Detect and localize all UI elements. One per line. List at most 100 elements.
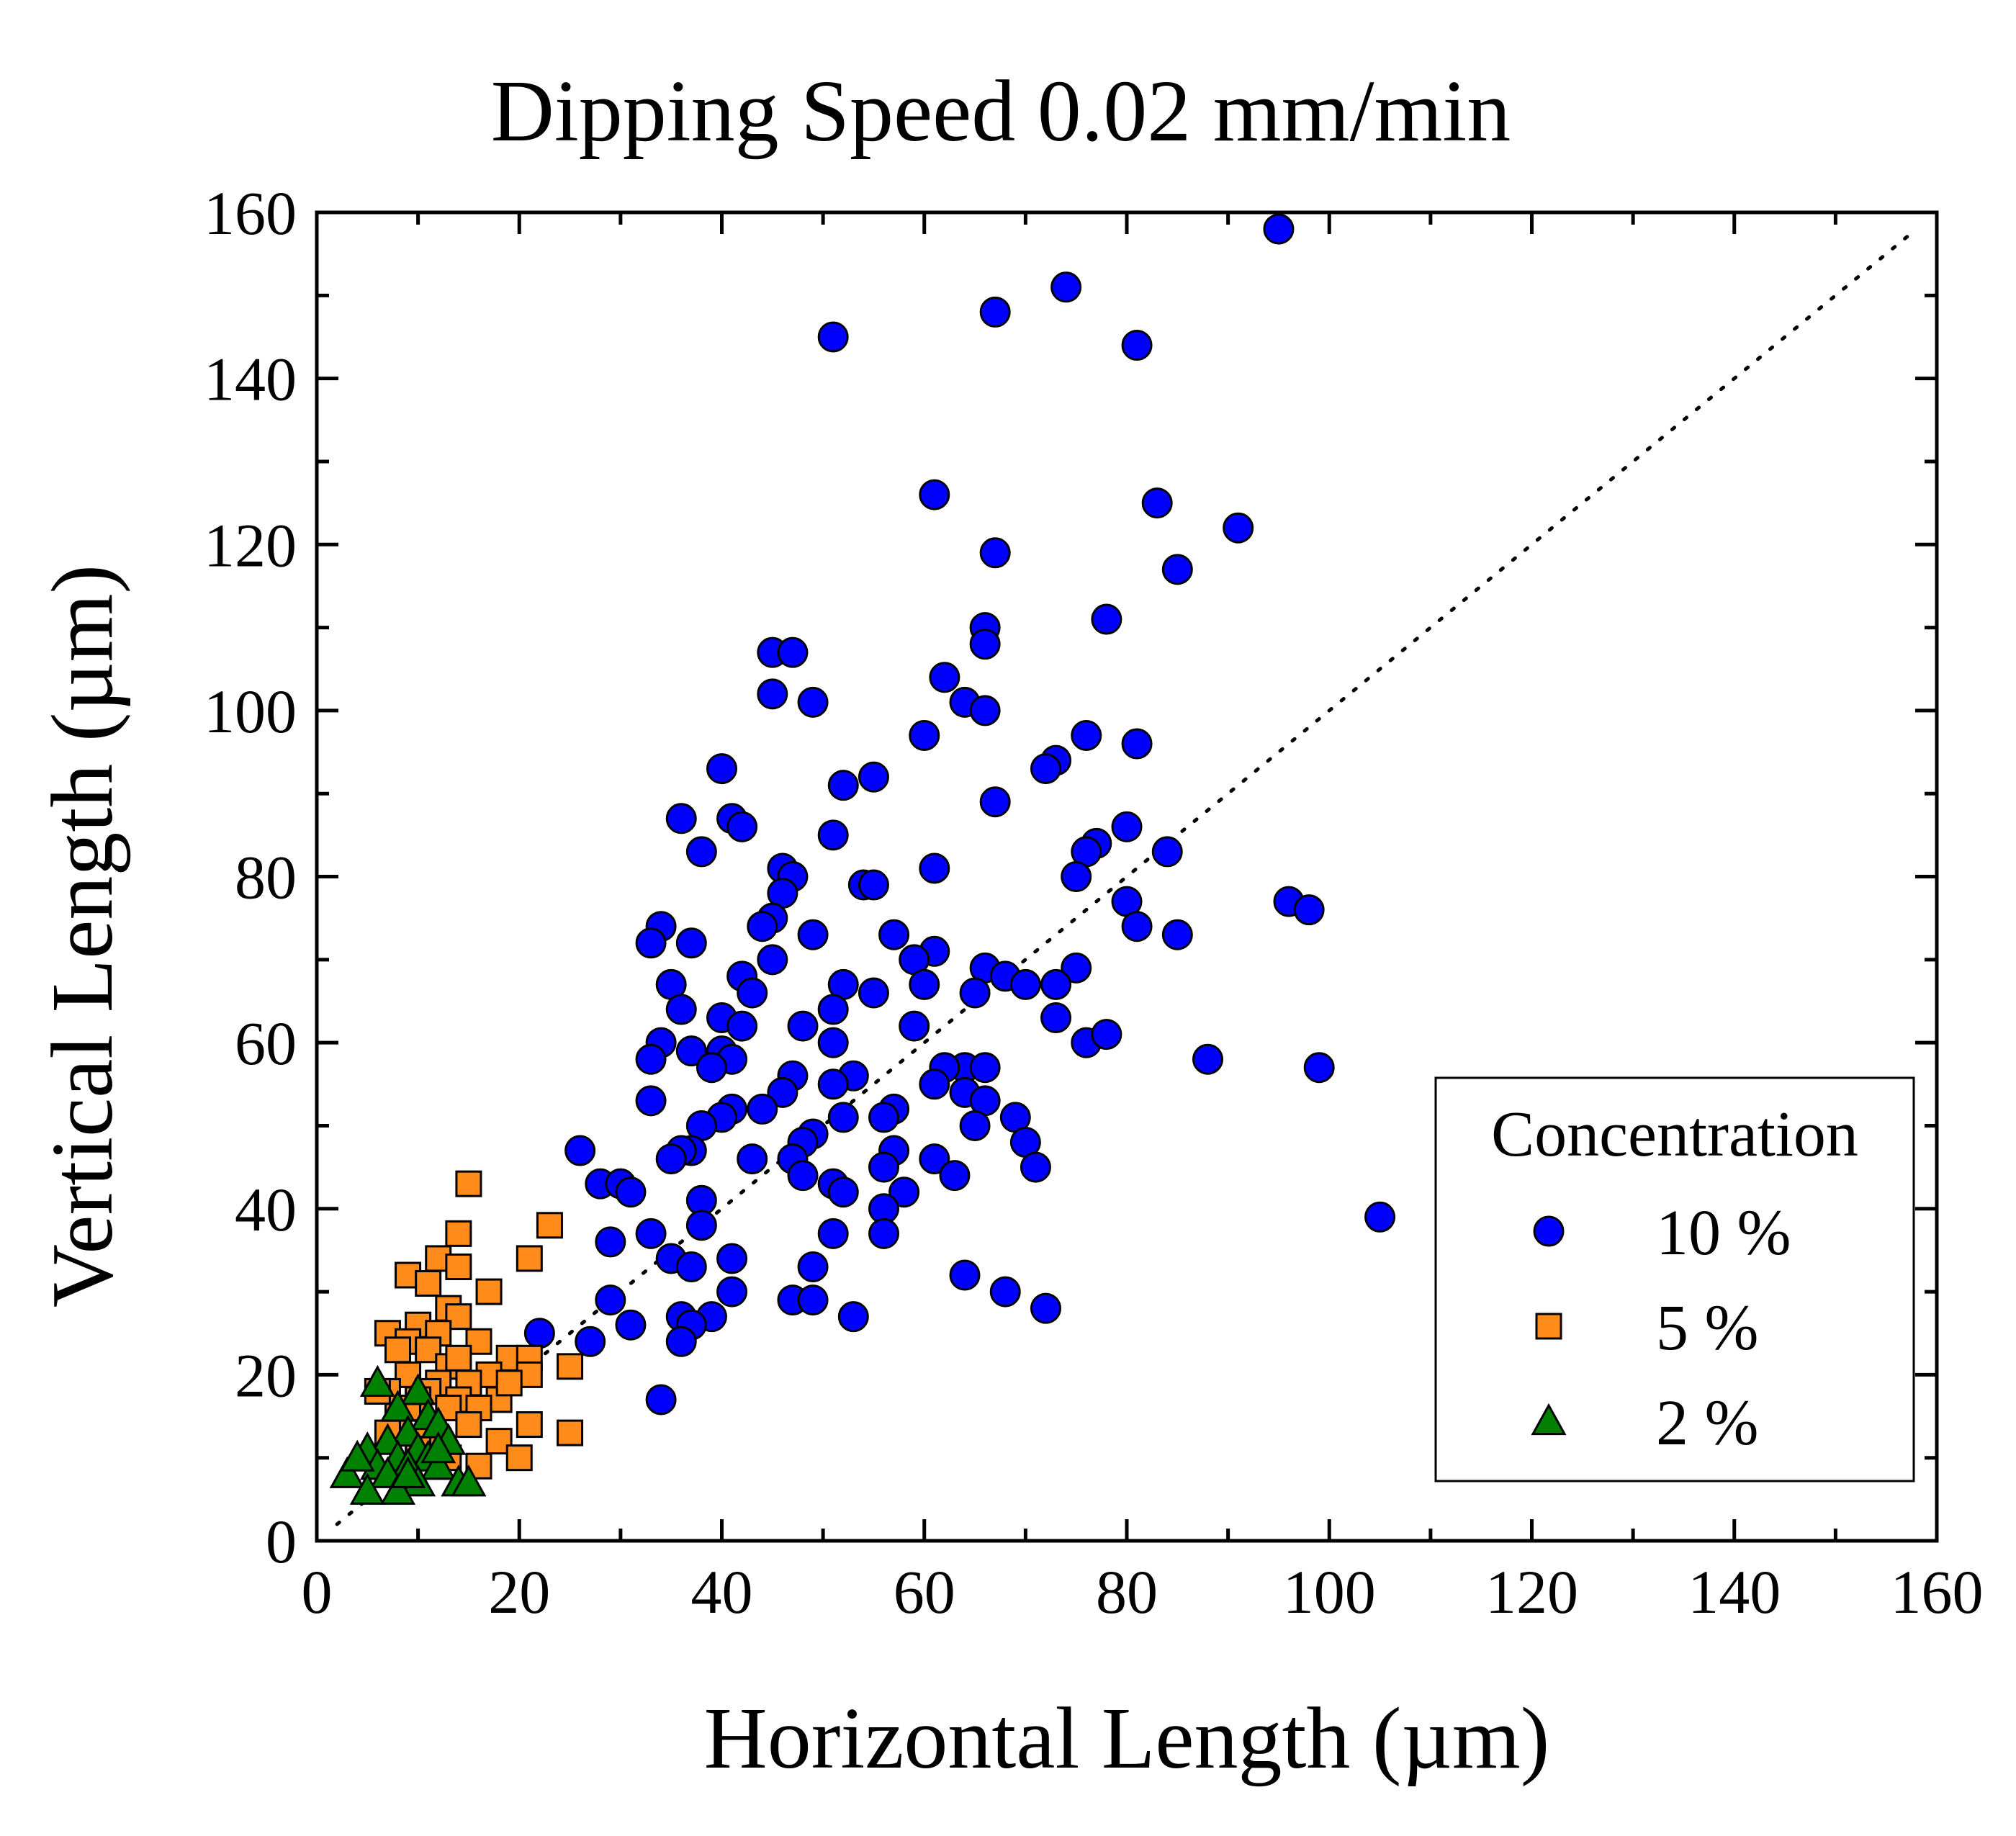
data-point-circle xyxy=(1061,861,1092,892)
data-point-circle xyxy=(1303,1052,1335,1084)
data-point-circle xyxy=(665,1326,697,1357)
data-point-circle xyxy=(979,537,1011,569)
data-point-triangle xyxy=(400,1373,436,1405)
data-point-circle xyxy=(595,1284,626,1316)
data-point-circle xyxy=(858,977,889,1009)
data-point-triangle xyxy=(379,1472,416,1505)
data-point-square xyxy=(557,1419,584,1446)
data-point-circle xyxy=(827,1102,859,1133)
data-point-circle xyxy=(1061,952,1092,984)
data-point-triangle xyxy=(349,1472,385,1505)
data-point-square xyxy=(557,1353,584,1380)
data-point-circle xyxy=(1020,1151,1051,1183)
data-point-circle xyxy=(969,629,1001,660)
data-point-square xyxy=(445,1344,472,1372)
x-tick-label: 0 xyxy=(302,1557,333,1626)
data-point-circle xyxy=(564,1135,596,1166)
y-axis-tick-labels: 0 20 40 60 80 100 120 140 160 xyxy=(204,179,297,1576)
data-point-circle xyxy=(737,1143,768,1175)
data-point-circle xyxy=(1111,811,1143,842)
data-point-circle xyxy=(635,1085,667,1117)
data-point-square xyxy=(475,1278,503,1305)
data-point-circle xyxy=(979,296,1011,328)
legend-label: 10 % xyxy=(1656,1197,1791,1269)
y-tick-label: 0 xyxy=(266,1507,297,1576)
data-point-circle xyxy=(969,695,1001,726)
x-tick-label: 120 xyxy=(1485,1557,1578,1626)
y-tick-label: 80 xyxy=(235,843,297,912)
data-point-circle xyxy=(747,1093,778,1125)
data-point-circle xyxy=(878,919,910,950)
data-point-circle xyxy=(827,770,859,801)
data-point-triangle xyxy=(420,1431,456,1464)
data-point-circle xyxy=(1050,271,1082,303)
data-point-circle xyxy=(777,636,809,668)
data-point-circle xyxy=(523,1318,555,1349)
data-point-circle xyxy=(595,1226,626,1258)
y-tick-label: 20 xyxy=(235,1341,297,1410)
data-point-circle xyxy=(939,1160,971,1192)
data-point-triangle xyxy=(390,1456,426,1488)
data-point-circle xyxy=(837,1301,869,1333)
x-tick-label: 80 xyxy=(1096,1557,1158,1626)
data-point-circle xyxy=(1121,911,1153,942)
legend-item: 10 % xyxy=(1533,1197,1791,1269)
data-point-circle xyxy=(1192,1043,1223,1075)
data-point-circle xyxy=(868,1102,899,1133)
data-point-circle xyxy=(797,686,829,718)
data-point-square xyxy=(445,1253,472,1280)
data-point-circle xyxy=(989,1276,1021,1308)
data-point-circle xyxy=(706,753,737,785)
data-point-circle xyxy=(665,994,697,1025)
data-point-triangle xyxy=(359,1364,395,1398)
data-point-circle xyxy=(1030,1292,1061,1324)
data-point-triangle xyxy=(329,1456,365,1488)
data-point-circle xyxy=(1263,213,1295,245)
data-point-circle xyxy=(888,1176,920,1208)
x-tick-label: 60 xyxy=(894,1557,955,1626)
data-point-square xyxy=(445,1220,472,1247)
y-tick-label: 40 xyxy=(235,1175,297,1244)
series-circle xyxy=(523,213,1396,1416)
data-point-circle xyxy=(716,1243,748,1274)
data-point-circle xyxy=(1009,968,1041,1000)
data-point-circle xyxy=(665,803,697,834)
data-point-circle xyxy=(817,1027,849,1058)
data-point-circle xyxy=(1364,1201,1396,1233)
data-point-circle xyxy=(797,1251,829,1282)
data-point-circle xyxy=(645,1384,677,1416)
data-point-circle xyxy=(575,1326,606,1357)
data-point-circle xyxy=(1040,1002,1072,1034)
data-point-triangle xyxy=(420,1448,456,1480)
data-point-square xyxy=(415,1336,442,1364)
data-point-circle xyxy=(797,919,829,950)
data-point-circle xyxy=(726,1010,758,1042)
data-point-square xyxy=(415,1270,442,1297)
legend-marker-square xyxy=(1535,1313,1562,1340)
data-point-circle xyxy=(817,1218,849,1249)
legend-label: 5 % xyxy=(1656,1292,1758,1364)
y-tick-label: 160 xyxy=(204,179,297,248)
data-point-circle xyxy=(1091,603,1122,635)
x-tick-label: 40 xyxy=(691,1557,753,1626)
data-point-circle xyxy=(675,1035,707,1067)
data-point-circle xyxy=(716,1276,748,1308)
data-point-circle xyxy=(635,927,667,959)
data-point-circle xyxy=(858,869,889,901)
data-point-square xyxy=(505,1444,533,1472)
data-point-circle xyxy=(909,968,940,1000)
y-tick-label: 140 xyxy=(204,345,297,414)
data-point-circle xyxy=(959,977,991,1009)
legend-item: 2 % xyxy=(1531,1387,1758,1459)
data-point-circle xyxy=(1121,330,1153,361)
x-tick-label: 140 xyxy=(1688,1557,1781,1626)
data-point-circle xyxy=(959,1110,991,1141)
data-point-circle xyxy=(1030,753,1061,785)
axis-ticks xyxy=(315,210,1939,1543)
data-point-circle xyxy=(757,678,788,710)
data-point-circle xyxy=(787,1010,819,1042)
data-point-circle xyxy=(635,1218,667,1249)
data-point-circle xyxy=(797,1284,829,1316)
data-point-circle xyxy=(675,927,707,959)
